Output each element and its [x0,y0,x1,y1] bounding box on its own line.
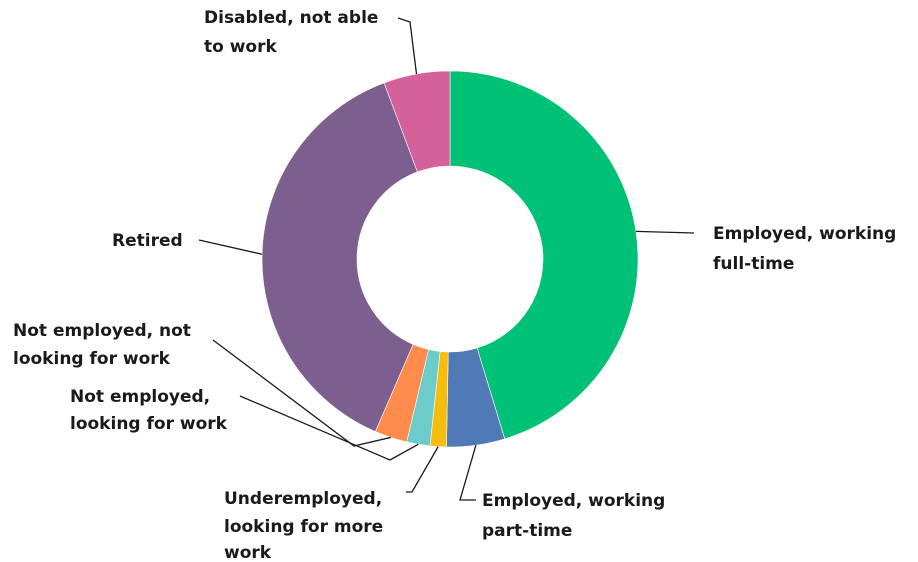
label-disabled: Disabled, not able to work [204,8,384,57]
leader-disabled [397,17,418,75]
slice-disabled [383,70,451,173]
label-employed-full-time: Employed, working full-time [713,224,902,274]
slice-retired [261,82,418,432]
leader-not-employed-looking [239,395,419,461]
leader-lines [198,17,695,501]
label-not-employed-looking: Not employed, looking for work [70,387,228,434]
slice-employed-full-time [449,70,639,440]
leader-employed-part-time [459,445,477,501]
donut-slices [261,70,639,448]
leader-employed-full-time [635,230,695,234]
leader-not-employed-not-looking [212,339,391,447]
label-underemployed: Underemployed, looking for more work [224,489,389,562]
label-retired: Retired [112,231,183,251]
label-not-employed-not-looking: Not employed, not looking for work [13,321,197,369]
label-employed-part-time: Employed, working part-time [482,491,671,541]
leader-retired [198,239,263,255]
leader-underemployed [406,446,439,493]
